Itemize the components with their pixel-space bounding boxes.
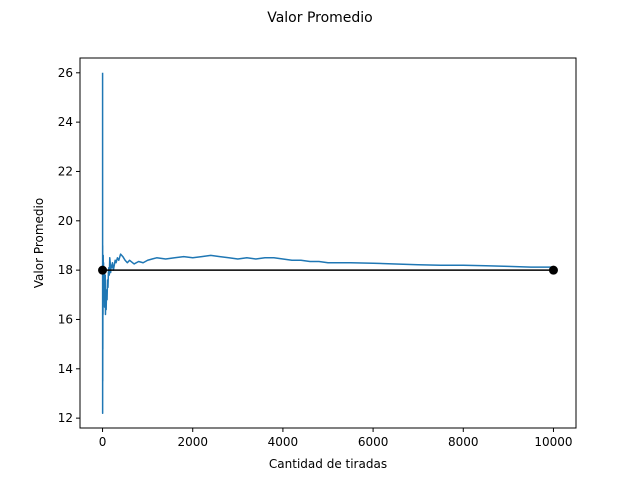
series-point-1 <box>548 265 558 275</box>
y-tick-label: 22 <box>58 164 73 178</box>
series-layer <box>98 72 558 414</box>
x-tick-label: 6000 <box>358 435 389 449</box>
x-axis-label: Cantidad de tiradas <box>269 457 387 471</box>
series-line-0 <box>101 72 554 414</box>
axes-frame <box>79 57 577 429</box>
x-tick-label: 4000 <box>268 435 299 449</box>
x-tick-label: 0 <box>99 435 107 449</box>
chart-title: Valor Promedio <box>267 10 373 26</box>
x-tick-label: 8000 <box>448 435 479 449</box>
series-point-1 <box>98 265 108 275</box>
y-axis-label: Valor Promedio <box>32 198 46 288</box>
x-axis: 0 2000 4000 6000 8000 10000 <box>99 428 573 449</box>
y-tick-label: 20 <box>58 214 73 228</box>
x-tick-label: 2000 <box>177 435 208 449</box>
y-tick-label: 26 <box>58 66 73 80</box>
x-tick-label: 10000 <box>534 435 572 449</box>
y-axis: 12 14 16 18 20 22 24 26 <box>58 66 80 425</box>
y-tick-label: 12 <box>58 411 73 425</box>
y-tick-label: 14 <box>58 362 73 376</box>
y-tick-label: 24 <box>58 115 73 129</box>
y-tick-label: 18 <box>58 263 73 277</box>
y-tick-label: 16 <box>58 312 73 326</box>
